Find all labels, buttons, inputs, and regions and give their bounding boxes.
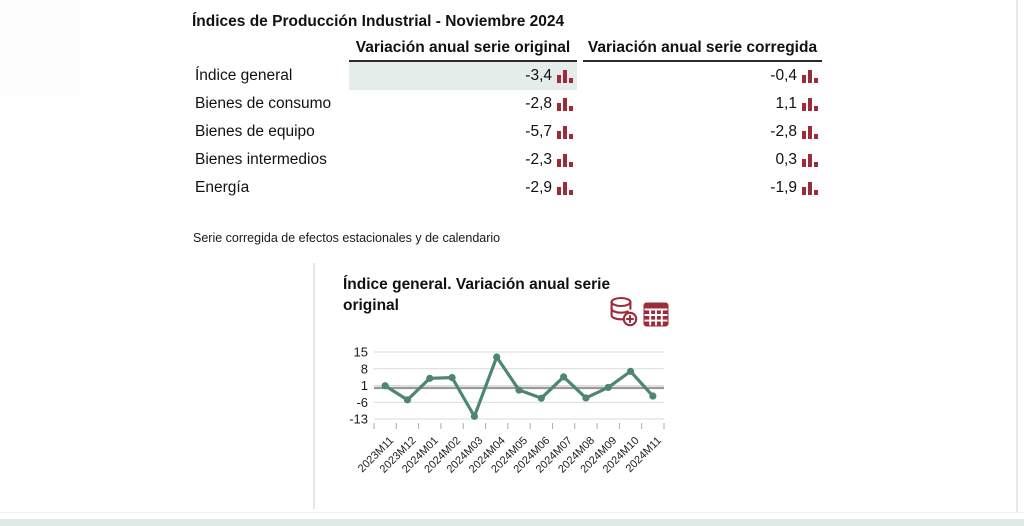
value-text: -5,7: [525, 123, 552, 140]
column-header-corregida: Variación anual serie corregida: [583, 38, 822, 62]
mini-bar-chart-icon[interactable]: [557, 125, 574, 139]
row-label: Bienes de equipo: [195, 123, 315, 140]
ipi-summary-table: Índices de Producción Industrial - Novie…: [190, 8, 824, 245]
chart-toolbar: [609, 296, 669, 327]
page-title: Índices de Producción Industrial - Novie…: [192, 13, 565, 30]
mini-bar-chart-icon[interactable]: [802, 69, 819, 83]
table-row: Índice general -3,4 -0,4: [190, 62, 824, 90]
column-header-original: Variación anual serie original: [349, 38, 577, 62]
value-text: -1,9: [770, 179, 797, 196]
row-label: Bienes de consumo: [195, 95, 332, 112]
table-row: Energía -2,9 -1,9: [190, 174, 824, 202]
value-text: -2,8: [525, 95, 552, 112]
value-text: 1,1: [775, 95, 797, 112]
row-label: Energía: [195, 179, 250, 196]
annual-variation-line-chart: 1581-6-132023M112023M122024M012024M02202…: [349, 345, 665, 476]
value-text: 0,3: [775, 151, 797, 168]
svg-text:8: 8: [361, 361, 368, 376]
value-cell-original: -2,3: [349, 146, 577, 174]
row-label: Bienes intermedios: [195, 151, 327, 168]
mini-bar-chart-icon[interactable]: [802, 97, 819, 111]
value-cell-corregida: -2,8: [583, 118, 822, 146]
value-text: -2,8: [770, 123, 797, 140]
table-row: Bienes de equipo -5,7 -2,8: [190, 118, 824, 146]
table-row: Bienes de consumo -2,8 1,1: [190, 90, 824, 118]
table-row: Bienes intermedios -2,3 0,3: [190, 146, 824, 174]
mini-bar-chart-icon[interactable]: [557, 181, 574, 195]
value-text: -0,4: [770, 67, 797, 84]
value-text: -3,4: [525, 67, 552, 84]
mini-bar-chart-icon[interactable]: [802, 153, 819, 167]
chart-panel-left-border: [313, 263, 315, 509]
panel-right-border: [1016, 0, 1018, 512]
value-cell-original: -2,8: [349, 90, 577, 118]
corner-shade: [0, 0, 80, 95]
footer-band: [0, 519, 1024, 526]
table-header-row: Variación anual serie original Variación…: [190, 38, 824, 62]
chart-title: Índice general. Variación anual serie or…: [343, 276, 611, 314]
value-cell-original: -5,7: [349, 118, 577, 146]
value-cell-corregida: 0,3: [583, 146, 822, 174]
value-cell-corregida: -0,4: [583, 62, 822, 90]
value-cell-original: -3,4: [349, 62, 577, 90]
value-cell-corregida: 1,1: [583, 90, 822, 118]
value-text: -2,3: [525, 151, 552, 168]
mini-bar-chart-icon[interactable]: [557, 69, 574, 83]
table-footnote: Serie corregida de efectos estacionales …: [193, 231, 501, 245]
row-label: Índice general: [195, 67, 293, 84]
data-table-icon[interactable]: [643, 302, 669, 327]
svg-text:15: 15: [354, 345, 368, 360]
svg-text:1: 1: [361, 378, 368, 393]
mini-bar-chart-icon[interactable]: [557, 97, 574, 111]
svg-text:-6: -6: [356, 395, 368, 410]
svg-text:-13: -13: [349, 412, 368, 427]
database-add-icon[interactable]: [609, 296, 638, 327]
value-cell-original: -2,9: [349, 174, 577, 202]
mini-bar-chart-icon[interactable]: [802, 181, 819, 195]
mini-bar-chart-icon[interactable]: [557, 153, 574, 167]
value-cell-corregida: -1,9: [583, 174, 822, 202]
mini-bar-chart-icon[interactable]: [802, 125, 819, 139]
value-text: -2,9: [525, 179, 552, 196]
footer-divider: [0, 512, 1024, 513]
